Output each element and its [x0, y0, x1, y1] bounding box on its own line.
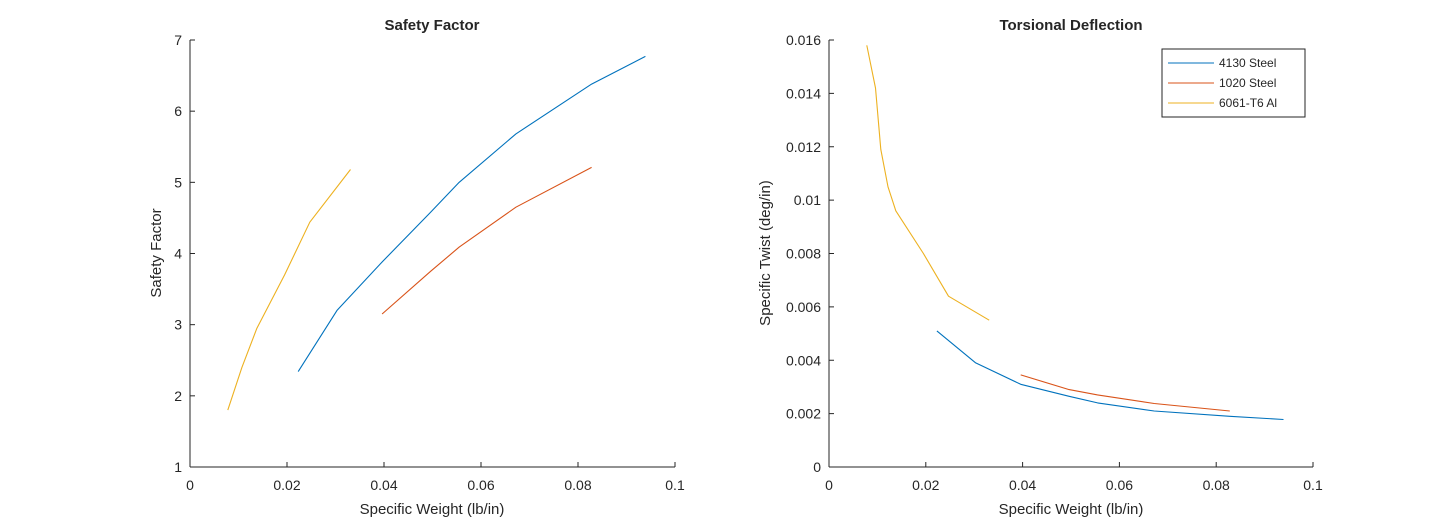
legend: 4130 Steel 1020 Steel 6061-T6 Al: [1161, 48, 1306, 118]
x-tick-label: 0.08: [564, 477, 591, 493]
y-tick-label: 0.014: [786, 85, 821, 101]
x-axis-label: Specific Weight (lb/in): [360, 501, 505, 518]
legend-entry: 1020 Steel: [1219, 76, 1276, 90]
series-line-2: [866, 45, 990, 321]
x-tick-label: 0.04: [1009, 477, 1036, 493]
y-tick-label: 7: [174, 32, 182, 48]
y-tick-label: 0.004: [786, 352, 821, 368]
series-line-1: [1020, 374, 1230, 412]
x-tick-label: 0.06: [467, 477, 494, 493]
y-tick-label: 1: [174, 459, 182, 475]
y-tick-label: 0.012: [786, 139, 821, 155]
y-tick-label: 0.016: [786, 32, 821, 48]
y-tick-label: 4: [174, 246, 182, 262]
y-tick-label: 0.002: [786, 406, 821, 422]
y-tick-label: 0.01: [794, 192, 821, 208]
series-line-2: [227, 169, 351, 411]
series-line-0: [936, 330, 1284, 421]
y-tick-label: 0: [813, 459, 821, 475]
chart-torsional-deflection: Torsional Deflection Specific Weight (lb…: [757, 17, 1323, 518]
y-tick-label: 0.006: [786, 299, 821, 315]
legend-entry: 4130 Steel: [1219, 56, 1276, 70]
x-tick-label: 0.08: [1203, 477, 1230, 493]
series-line-1: [381, 166, 592, 315]
x-axis-label: Specific Weight (lb/in): [999, 501, 1144, 518]
series-line-0: [297, 55, 646, 372]
y-tick-label: 5: [174, 174, 182, 190]
y-tick-label: 0.008: [786, 246, 821, 262]
x-tick-label: 0: [825, 477, 833, 493]
x-tick-label: 0.1: [665, 477, 685, 493]
legend-entry: 6061-T6 Al: [1219, 96, 1277, 110]
x-tick-label: 0: [186, 477, 194, 493]
y-axis-label: Safety Factor: [148, 208, 165, 297]
chart-safety-factor: Safety Factor Specific Weight (lb/in) Sa…: [148, 17, 685, 518]
y-tick-label: 6: [174, 103, 182, 119]
x-tick-label: 0.06: [1106, 477, 1133, 493]
y-tick-label: 2: [174, 388, 182, 404]
chart-title: Safety Factor: [384, 17, 479, 34]
x-tick-label: 0.02: [273, 477, 300, 493]
y-tick-label: 3: [174, 317, 182, 333]
x-tick-label: 0.02: [912, 477, 939, 493]
y-axis-label: Specific Twist (deg/in): [757, 180, 774, 326]
chart-title: Torsional Deflection: [999, 17, 1142, 34]
x-tick-label: 0.04: [370, 477, 397, 493]
x-tick-label: 0.1: [1303, 477, 1323, 493]
